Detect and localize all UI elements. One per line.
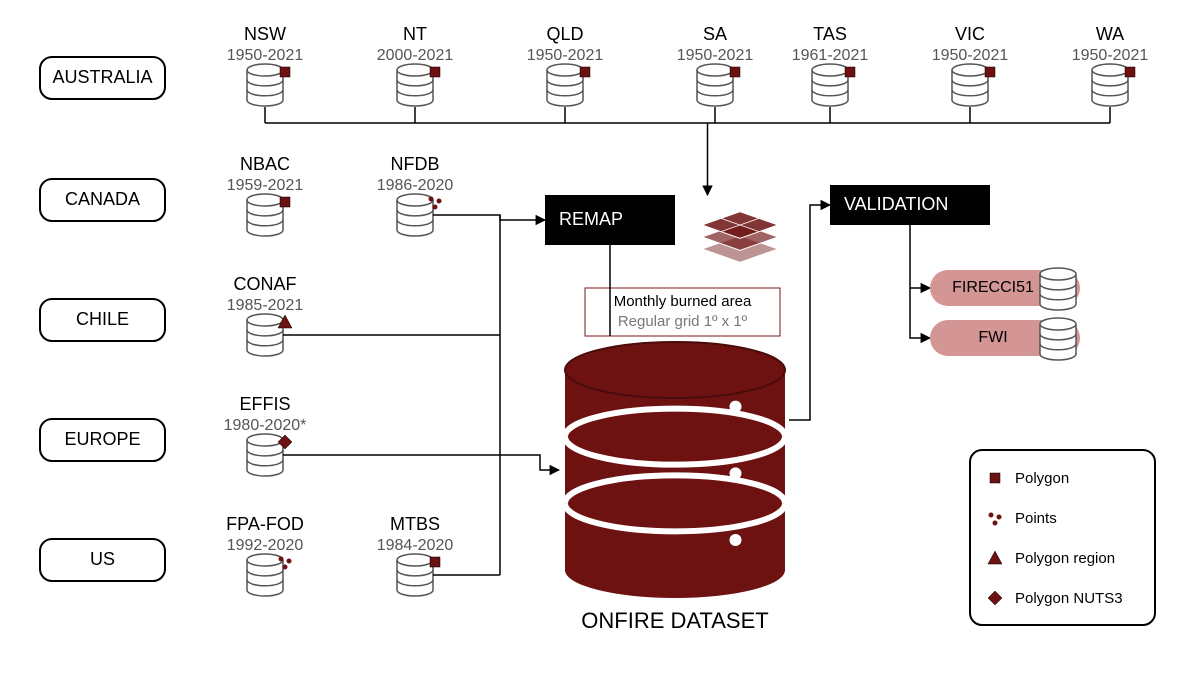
svg-text:NFDB: NFDB xyxy=(391,154,440,174)
svg-text:WA: WA xyxy=(1096,24,1124,44)
svg-text:VALIDATION: VALIDATION xyxy=(844,194,948,214)
svg-text:1950-2021: 1950-2021 xyxy=(527,47,604,64)
svg-text:2000-2021: 2000-2021 xyxy=(377,47,454,64)
svg-text:EUROPE: EUROPE xyxy=(64,429,140,449)
source-nbac: NBAC 1959-2021 xyxy=(227,154,304,236)
source-conaf: CONAF 1985-2021 xyxy=(227,274,304,356)
source-sa: SA 1950-2021 xyxy=(677,24,754,106)
source-qld: QLD 1950-2021 xyxy=(527,24,604,106)
svg-text:FPA-FOD: FPA-FOD xyxy=(226,514,304,534)
svg-text:Points: Points xyxy=(1015,510,1057,527)
source-nfdb: NFDB 1986-2020 xyxy=(377,154,454,236)
source-mtbs: MTBS 1984-2020 xyxy=(377,514,454,596)
svg-text:QLD: QLD xyxy=(546,24,583,44)
validation-out-fwi: FWI xyxy=(930,318,1080,360)
svg-text:NSW: NSW xyxy=(244,24,286,44)
region-us: US xyxy=(40,539,165,581)
svg-text:CHILE: CHILE xyxy=(76,309,129,329)
info-box: Monthly burned area Regular grid 1º x 1º xyxy=(585,288,780,336)
source-effis: EFFIS 1980-2020* xyxy=(224,394,307,476)
svg-text:Polygon region: Polygon region xyxy=(1015,550,1115,567)
raster-icon xyxy=(702,212,778,263)
main-title: ONFIRE DATASET xyxy=(581,608,768,633)
svg-text:NBAC: NBAC xyxy=(240,154,290,174)
svg-text:FWI: FWI xyxy=(978,329,1007,346)
svg-text:SA: SA xyxy=(703,24,727,44)
process-validation: VALIDATION xyxy=(830,185,990,225)
region-chile: CHILE xyxy=(40,299,165,341)
svg-text:MTBS: MTBS xyxy=(390,514,440,534)
svg-text:Monthly burned area: Monthly burned area xyxy=(614,293,752,310)
svg-text:FIRECCI51: FIRECCI51 xyxy=(952,279,1034,296)
svg-text:Polygon: Polygon xyxy=(1015,470,1069,487)
svg-text:1961-2021: 1961-2021 xyxy=(792,47,869,64)
legend: Polygon Points Polygon region Polygon NUTS3 xyxy=(970,450,1155,625)
svg-text:EFFIS: EFFIS xyxy=(239,394,290,414)
svg-text:CANADA: CANADA xyxy=(65,189,140,209)
svg-text:CONAF: CONAF xyxy=(234,274,297,294)
svg-text:1985-2021: 1985-2021 xyxy=(227,297,304,314)
svg-text:1950-2021: 1950-2021 xyxy=(1072,47,1149,64)
source-vic: VIC 1950-2021 xyxy=(932,24,1009,106)
svg-text:Regular grid 1º x 1º: Regular grid 1º x 1º xyxy=(618,313,748,330)
svg-text:1980-2020*: 1980-2020* xyxy=(224,417,307,434)
svg-text:REMAP: REMAP xyxy=(559,209,623,229)
validation-out-firecci51: FIRECCI51 xyxy=(930,268,1080,310)
svg-text:AUSTRALIA: AUSTRALIA xyxy=(52,67,152,87)
svg-text:TAS: TAS xyxy=(813,24,847,44)
region-europe: EUROPE xyxy=(40,419,165,461)
svg-text:1959-2021: 1959-2021 xyxy=(227,177,304,194)
svg-text:VIC: VIC xyxy=(955,24,985,44)
source-fpa-fod: FPA-FOD 1992-2020 xyxy=(226,514,304,596)
svg-text:1984-2020: 1984-2020 xyxy=(377,537,454,554)
source-nt: NT 2000-2021 xyxy=(377,24,454,106)
svg-text:1950-2021: 1950-2021 xyxy=(932,47,1009,64)
svg-text:US: US xyxy=(90,549,115,569)
process-remap: REMAP xyxy=(545,195,675,245)
svg-text:1992-2020: 1992-2020 xyxy=(227,537,304,554)
region-canada: CANADA xyxy=(40,179,165,221)
source-tas: TAS 1961-2021 xyxy=(792,24,869,106)
source-wa: WA 1950-2021 xyxy=(1072,24,1149,106)
onfire-database-icon xyxy=(565,342,785,598)
svg-text:1950-2021: 1950-2021 xyxy=(227,47,304,64)
region-australia: AUSTRALIA xyxy=(40,57,165,99)
svg-text:NT: NT xyxy=(403,24,427,44)
source-nsw: NSW 1950-2021 xyxy=(227,24,304,106)
svg-text:1986-2020: 1986-2020 xyxy=(377,177,454,194)
svg-text:Polygon NUTS3: Polygon NUTS3 xyxy=(1015,590,1123,607)
svg-text:1950-2021: 1950-2021 xyxy=(677,47,754,64)
